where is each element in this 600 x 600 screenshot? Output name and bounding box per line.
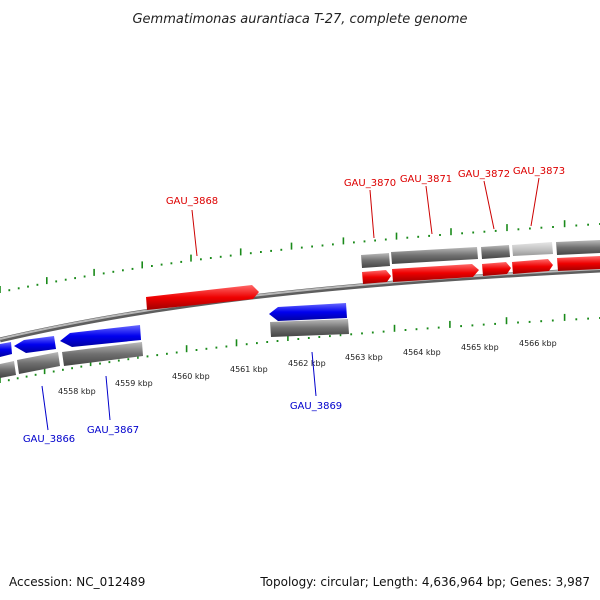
gene-label-reverse[interactable]: GAU_3866 (23, 434, 75, 445)
kbp-label: 4565 kbp (461, 343, 499, 352)
gene-block (361, 240, 600, 268)
reverse-track (0, 303, 349, 378)
accession-text: Accession: NC_012489 (9, 575, 145, 589)
gene-label-reverse[interactable]: GAU_3867 (87, 425, 139, 436)
genome-backbone (0, 267, 600, 343)
gene-arrow-reverse[interactable] (0, 303, 347, 357)
gene-block (0, 319, 349, 378)
kbp-label: 4563 kbp (345, 353, 383, 362)
gene-label-forward[interactable]: GAU_3870 (344, 178, 396, 189)
gene-label-forward[interactable]: GAU_3872 (458, 169, 510, 180)
gene-label-forward[interactable]: GAU_3871 (400, 174, 452, 185)
reverse-gene-labels: GAU_3866 GAU_3867 GAU_3869 (23, 351, 342, 445)
gene-label-forward[interactable]: GAU_3873 (513, 166, 565, 177)
forward-track (146, 240, 600, 310)
genome-summary-text: Topology: circular; Length: 4,636,964 bp… (259, 575, 590, 589)
kbp-label: 4566 kbp (519, 339, 557, 348)
kbp-label: 4561 kbp (230, 365, 268, 374)
gene-label-reverse[interactable]: GAU_3869 (290, 401, 342, 412)
kbp-label: 4558 kbp (58, 387, 96, 396)
kbp-label: 4564 kbp (403, 348, 441, 357)
kbp-label: 4562 kbp (288, 359, 326, 368)
kbp-scale: 4558 kbp 4559 kbp 4560 kbp 4561 kbp 4562… (58, 339, 557, 396)
tick-row-upper (0, 220, 600, 293)
gene-arrow-forward[interactable] (146, 256, 600, 310)
forward-gene-labels: GAU_3868 GAU_3870 GAU_3871 GAU_3872 GAU_… (166, 166, 565, 257)
gene-label-forward[interactable]: GAU_3868 (166, 196, 218, 207)
map-title: Gemmatimonas aurantiaca T-27, complete g… (132, 12, 467, 27)
kbp-label: 4560 kbp (172, 372, 210, 381)
kbp-label: 4559 kbp (115, 379, 153, 388)
